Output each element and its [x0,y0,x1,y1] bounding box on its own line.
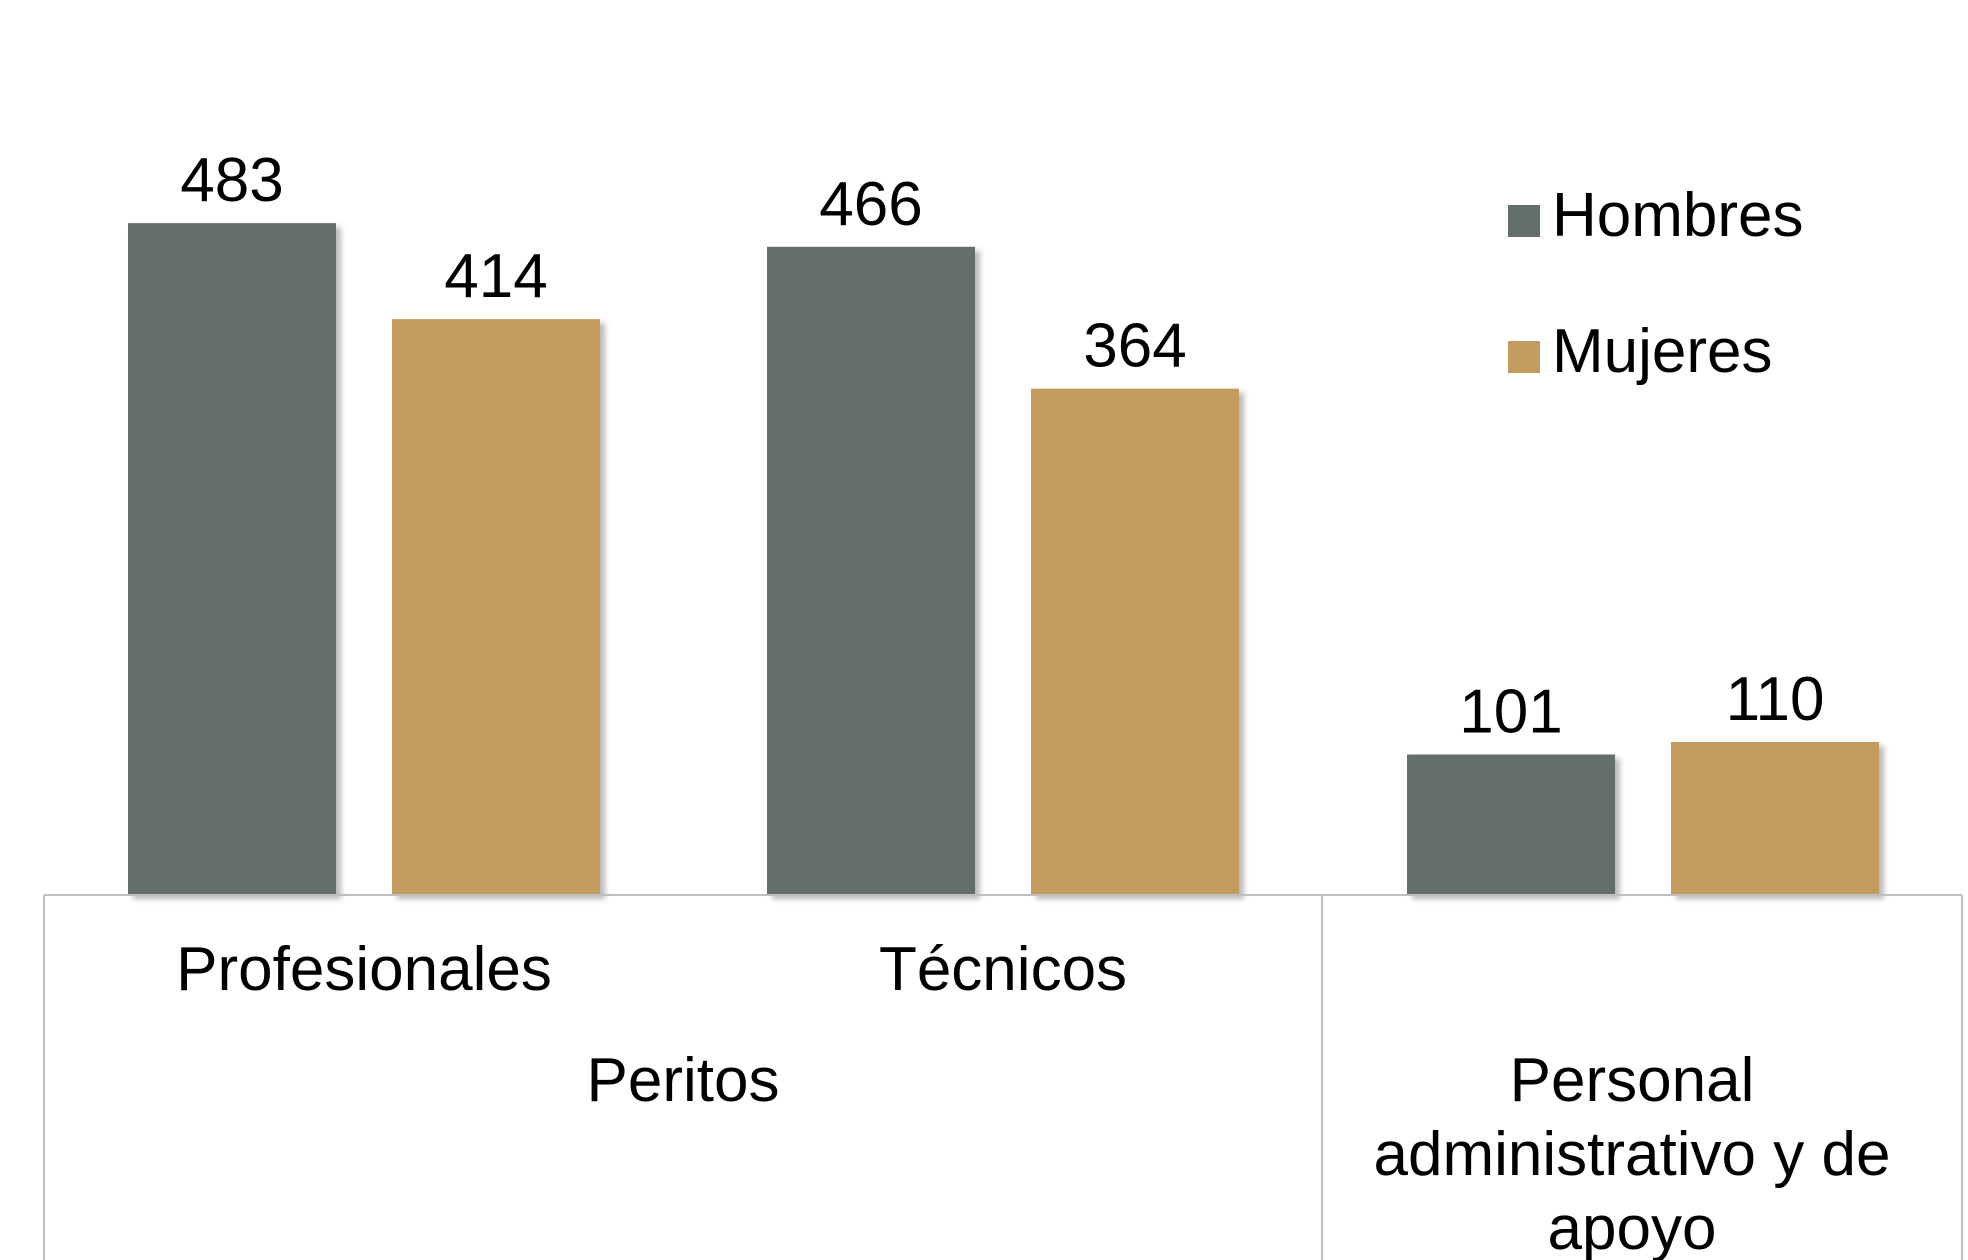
legend-swatch-mujeres [1508,341,1540,373]
group-label-peritos: Peritos [587,1046,780,1115]
tick-label-profesionales: Profesionales [176,935,552,1004]
data-label-hombres-personal-administrativo-y-de-apoyo: 101 [1459,678,1562,747]
data-label-mujeres-personal-administrativo-y-de-apoyo: 110 [1726,665,1825,734]
legend: Hombres Mujeres [1508,181,1804,386]
legend-label-mujeres: Mujeres [1552,317,1773,386]
data-label-hombres-tecnicos: 466 [819,170,922,239]
bar-hombres-personal-administrativo-y-de-apoyo [1407,754,1615,895]
legend-swatch-hombres [1508,205,1540,237]
category-axis: Profesionales Técnicos Peritos Personaladmi… [43,894,1963,1260]
value-labels-layer: 483 414 466 364 101 110 [180,146,1824,746]
bar-mujeres-profesionales [392,319,600,896]
bar-hombres-tecnicos [767,246,975,895]
group-label-personal-administrativo-y-de-apoyo-line-3: apoyo [1548,1194,1717,1260]
tick-label-tecnicos: Técnicos [879,935,1127,1004]
bars-layer [128,223,1879,896]
bar-hombres-profesionales [128,223,336,896]
group-label-personal-administrativo-y-de-apoyo-line-1: Personal [1510,1046,1755,1115]
bar-mujeres-tecnicos [1031,388,1239,895]
data-label-hombres-profesionales: 483 [180,146,283,215]
bar-mujeres-personal-administrativo-y-de-apoyo [1671,741,1879,895]
group-label-personal-administrativo-y-de-apoyo-line-2: administrativo y de [1374,1120,1891,1189]
data-label-mujeres-tecnicos: 364 [1083,312,1186,381]
legend-label-hombres: Hombres [1552,181,1804,250]
data-label-mujeres-profesionales: 414 [444,242,547,311]
